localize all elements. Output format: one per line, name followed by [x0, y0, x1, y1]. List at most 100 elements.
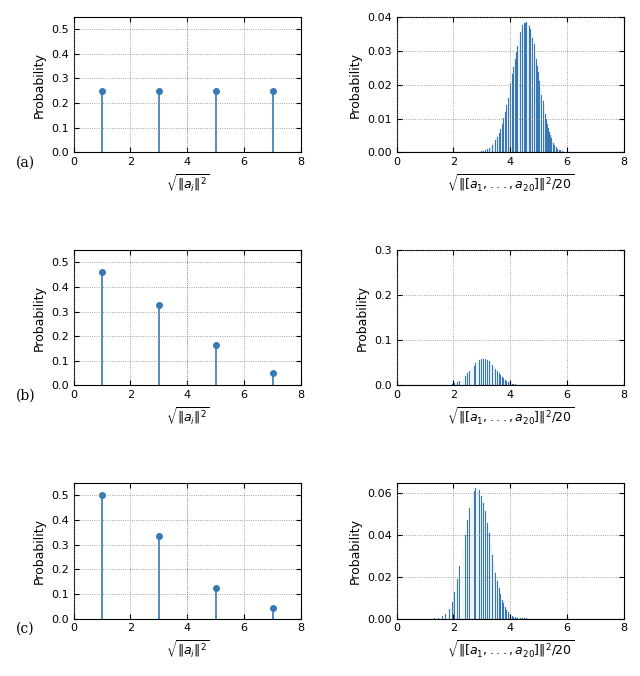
Bar — [517, 46, 518, 152]
Bar — [477, 488, 479, 619]
Bar — [497, 137, 498, 152]
Y-axis label: Probability: Probability — [348, 518, 362, 584]
Bar — [522, 24, 523, 152]
Bar — [516, 618, 517, 619]
Bar — [483, 359, 484, 385]
Bar — [492, 365, 493, 385]
Bar — [495, 140, 496, 152]
Bar — [489, 148, 490, 152]
Bar — [516, 52, 517, 152]
Bar — [474, 491, 475, 619]
Bar — [510, 615, 511, 619]
Bar — [512, 384, 513, 385]
Bar — [477, 362, 479, 385]
Bar — [528, 24, 529, 152]
Bar — [485, 359, 486, 385]
Y-axis label: Probability: Probability — [348, 51, 362, 118]
Bar — [546, 118, 547, 152]
Bar — [513, 384, 514, 385]
X-axis label: $\sqrt{\|a_i\|^2}$: $\sqrt{\|a_i\|^2}$ — [166, 639, 209, 660]
Bar — [559, 150, 560, 152]
Bar — [518, 39, 520, 152]
Bar — [492, 555, 493, 619]
Bar — [481, 359, 482, 385]
X-axis label: $\sqrt{\|a_i\|^2}$: $\sqrt{\|a_i\|^2}$ — [166, 406, 209, 427]
X-axis label: $\sqrt{\|[a_1,...,a_{20}]\|^2/20}$: $\sqrt{\|[a_1,...,a_{20}]\|^2/20}$ — [447, 639, 574, 660]
Bar — [497, 581, 498, 619]
Bar — [547, 124, 548, 152]
Bar — [525, 22, 526, 152]
X-axis label: $\sqrt{\|[a_1,...,a_{20}]\|^2/20}$: $\sqrt{\|[a_1,...,a_{20}]\|^2/20}$ — [447, 173, 574, 194]
Bar — [550, 135, 551, 152]
Bar — [457, 382, 458, 385]
Y-axis label: Probability: Probability — [33, 51, 45, 118]
Text: (a): (a) — [16, 155, 35, 170]
Bar — [442, 617, 443, 619]
Bar — [479, 360, 480, 385]
Bar — [454, 383, 455, 385]
Bar — [474, 366, 475, 385]
Bar — [457, 579, 458, 619]
Bar — [524, 24, 525, 152]
Bar — [505, 607, 506, 619]
Bar — [506, 105, 508, 152]
Bar — [487, 149, 488, 152]
Bar — [489, 361, 490, 385]
Bar — [505, 112, 506, 152]
Bar — [491, 147, 492, 152]
Bar — [485, 150, 486, 152]
Bar — [556, 147, 557, 152]
Bar — [454, 592, 455, 619]
Bar — [541, 95, 542, 152]
Bar — [500, 375, 501, 385]
Bar — [510, 383, 511, 385]
Text: (c): (c) — [16, 622, 35, 636]
Bar — [499, 373, 500, 385]
Bar — [531, 34, 532, 152]
Bar — [499, 588, 500, 619]
Bar — [513, 617, 514, 619]
Bar — [467, 521, 468, 619]
Bar — [529, 26, 530, 152]
Bar — [515, 617, 516, 619]
Bar — [479, 151, 480, 152]
Bar — [510, 83, 511, 152]
Bar — [534, 51, 535, 152]
Bar — [500, 128, 501, 152]
Bar — [487, 523, 488, 619]
Bar — [506, 381, 508, 385]
Bar — [449, 609, 450, 619]
Bar — [530, 29, 531, 152]
Bar — [506, 610, 508, 619]
X-axis label: $\sqrt{\|[a_1,...,a_{20}]\|^2/20}$: $\sqrt{\|[a_1,...,a_{20}]\|^2/20}$ — [447, 406, 574, 427]
Bar — [481, 496, 482, 619]
Bar — [493, 143, 494, 152]
Bar — [509, 383, 510, 385]
Bar — [493, 367, 494, 385]
Bar — [560, 151, 561, 152]
Bar — [509, 90, 510, 152]
Bar — [539, 80, 540, 152]
Bar — [505, 379, 506, 385]
Bar — [515, 59, 516, 152]
Bar — [532, 38, 533, 152]
Bar — [493, 564, 494, 619]
Bar — [491, 544, 492, 619]
Bar — [508, 99, 509, 152]
Bar — [543, 108, 545, 152]
Bar — [553, 141, 554, 152]
Bar — [513, 67, 514, 152]
Bar — [492, 145, 493, 152]
Bar — [549, 132, 550, 152]
Bar — [467, 373, 468, 385]
Bar — [537, 66, 538, 152]
Bar — [545, 114, 546, 152]
Bar — [483, 502, 484, 619]
Bar — [495, 573, 496, 619]
Bar — [479, 490, 480, 619]
Bar — [499, 132, 500, 152]
Bar — [445, 614, 446, 619]
Y-axis label: Probability: Probability — [355, 285, 369, 351]
X-axis label: $\sqrt{\|a_i\|^2}$: $\sqrt{\|a_i\|^2}$ — [166, 173, 209, 194]
Bar — [509, 614, 510, 619]
